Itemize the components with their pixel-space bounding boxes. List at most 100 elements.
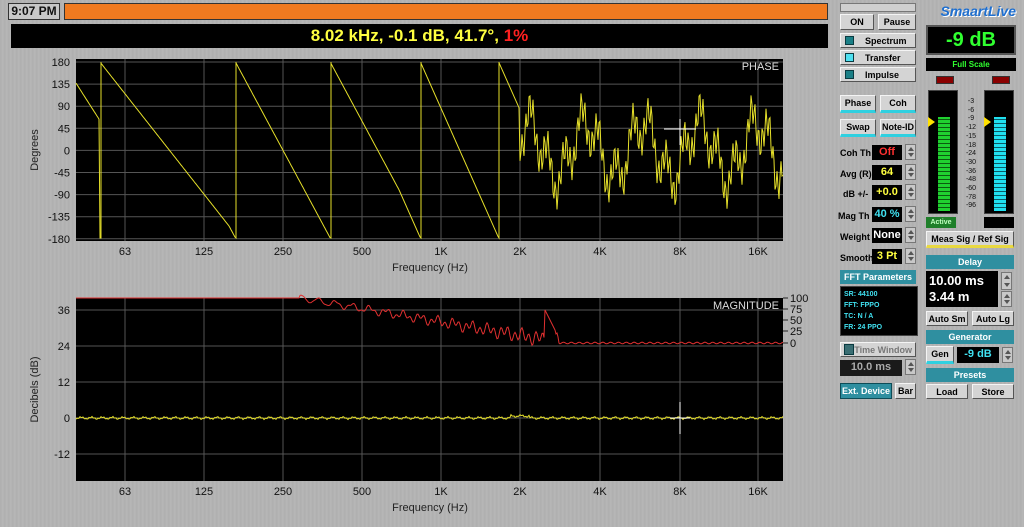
average-label: Avg (R) [840,169,872,179]
coh-threshold-label: Coh Th [840,148,871,158]
coherence-scale-tick: 25 [790,326,802,338]
coherence-scale-tick: 100 [790,293,808,305]
time-window-spinner[interactable] [905,359,916,375]
transfer-check[interactable] [845,53,854,62]
meter-fill-left [938,117,950,211]
mag-threshold-label: Mag Th [838,211,870,221]
magnitude-plot-background [76,298,783,481]
store-button[interactable]: Store [972,384,1014,399]
db-offset-spinner[interactable] [905,184,916,200]
phase-plot-x-tick: 125 [195,246,213,258]
delay-spinner-down[interactable] [1001,291,1012,307]
weight-spinner[interactable] [905,227,916,243]
magnitude-plot-y-tick: 24 [58,341,70,353]
average-value[interactable]: 64 [872,165,902,180]
spectrum-label: Spectrum [865,36,907,46]
load-button[interactable]: Load [926,384,968,399]
phase-plot-y-tick: -180 [48,234,70,246]
magnitude-plot-x-tick: 63 [119,486,131,498]
phase-plot-x-tick: 16K [748,246,768,258]
magnitude-plot-tag: MAGNITUDE [713,300,779,312]
note-id-button[interactable]: Note-ID [880,119,916,137]
time-window-value[interactable]: 10.0 ms [840,360,902,376]
magnitude-plot-x-tick: 1K [434,486,448,498]
magnitude-plot-y-tick: 0 [64,413,70,425]
coh-threshold-value[interactable]: Off [872,145,902,160]
magnitude-trace [75,413,784,421]
coh-threshold-spinner[interactable] [905,144,916,160]
time-window-button[interactable]: Time Window [840,342,916,357]
delay-spinner-up[interactable] [1001,272,1012,290]
magnitude-plot-y-tick: -12 [54,449,70,461]
meter-marker-right [984,117,991,127]
pause-button[interactable]: Pause [878,14,916,30]
phase-plot-y-label: Degrees [29,129,41,171]
time-window-check[interactable] [844,344,854,355]
level-meter-right [984,90,1014,214]
fft-line-fr: FR: 24 PPO [844,324,883,331]
spectrum-check[interactable] [845,36,854,45]
magnitude-plot-y-label: Decibels (dB) [29,356,41,422]
ext-device-button[interactable]: Ext. Device [840,383,892,399]
impulse-label: Impulse [865,70,900,80]
phase-plot-x-tick: 250 [274,246,292,258]
spectrum-button[interactable]: Spectrum [840,33,916,48]
db-offset-label: dB +/- [843,189,869,199]
level-meter-left [928,90,958,214]
magnitude-plot-x-tick: 500 [353,486,371,498]
smooth-spinner[interactable] [905,248,916,264]
bar-button[interactable]: Bar [895,383,916,399]
phase-button[interactable]: Phase [840,95,876,113]
meter-scale-tick: -78 [965,193,977,201]
phase-trace [75,62,784,240]
phase-plot-y-tick: 180 [52,57,70,69]
phase-plot-y-tick: 45 [58,123,70,135]
level-display: -9 dB [926,25,1016,55]
generator-button[interactable]: Gen [926,346,954,364]
magnitude-plot-x-tick: 125 [195,486,213,498]
generator-level[interactable]: -9 dB [957,347,999,363]
fft-line-fft: FFT: FPPO [844,302,880,309]
coh-button[interactable]: Coh [880,95,916,113]
phase-plot-x-tick: 1K [434,246,448,258]
magnitude-plot-x-tick: 250 [274,486,292,498]
impulse-check[interactable] [845,70,854,79]
mag-threshold-spinner[interactable] [905,206,916,222]
full-scale-label: Full Scale [926,58,1016,71]
auto-small-button[interactable]: Auto Sm [926,311,968,326]
phase-plot-y-tick: -135 [48,212,70,224]
transfer-button[interactable]: Transfer [840,50,916,65]
meas-ref-signal-button[interactable]: Meas Sig / Ref Sig [926,231,1014,248]
weight-value[interactable]: None [872,228,902,243]
phase-plot-x-tick: 4K [593,246,607,258]
fft-line-sr: SR: 44100 [844,291,878,298]
coherence-trace [76,294,784,347]
delay-display: 10.00 ms 3.44 m [926,271,998,307]
db-offset-value[interactable]: +0.0 [872,185,902,200]
magnitude-plot-y-tick: 36 [58,305,70,317]
meter-fill-right [994,117,1006,211]
impulse-button[interactable]: Impulse [840,67,916,82]
auto-large-button[interactable]: Auto Lg [972,311,1014,326]
phase-plot-y-tick: 135 [52,79,70,91]
readout-main: 8.02 kHz, -0.1 dB, 41.7°, [310,26,499,45]
clip-indicator-left [936,76,954,84]
meter-scale-tick: -6 [967,106,975,114]
generator-spinner[interactable] [1002,347,1013,363]
fft-line-tc: TC: N / A [844,313,874,320]
smooth-value[interactable]: 3 Pt [872,249,902,264]
magnitude-plot-x-label: Frequency (Hz) [392,502,468,514]
meter-scale-tick: -30 [965,158,977,166]
smooth-label: Smooth [840,253,874,263]
mag-threshold-value[interactable]: 40 % [872,207,902,222]
phase-plot-x-tick: 500 [353,246,371,258]
cursor-readout: 8.02 kHz, -0.1 dB, 41.7°, 1% [11,24,828,48]
on-button[interactable]: ON [840,14,874,30]
average-spinner[interactable] [905,164,916,180]
clock-display: 9:07 PM [8,3,60,20]
generator-header: Generator [926,330,1014,344]
swap-button[interactable]: Swap [840,119,876,137]
transfer-label: Transfer [865,53,901,63]
input-indicator [840,3,916,12]
